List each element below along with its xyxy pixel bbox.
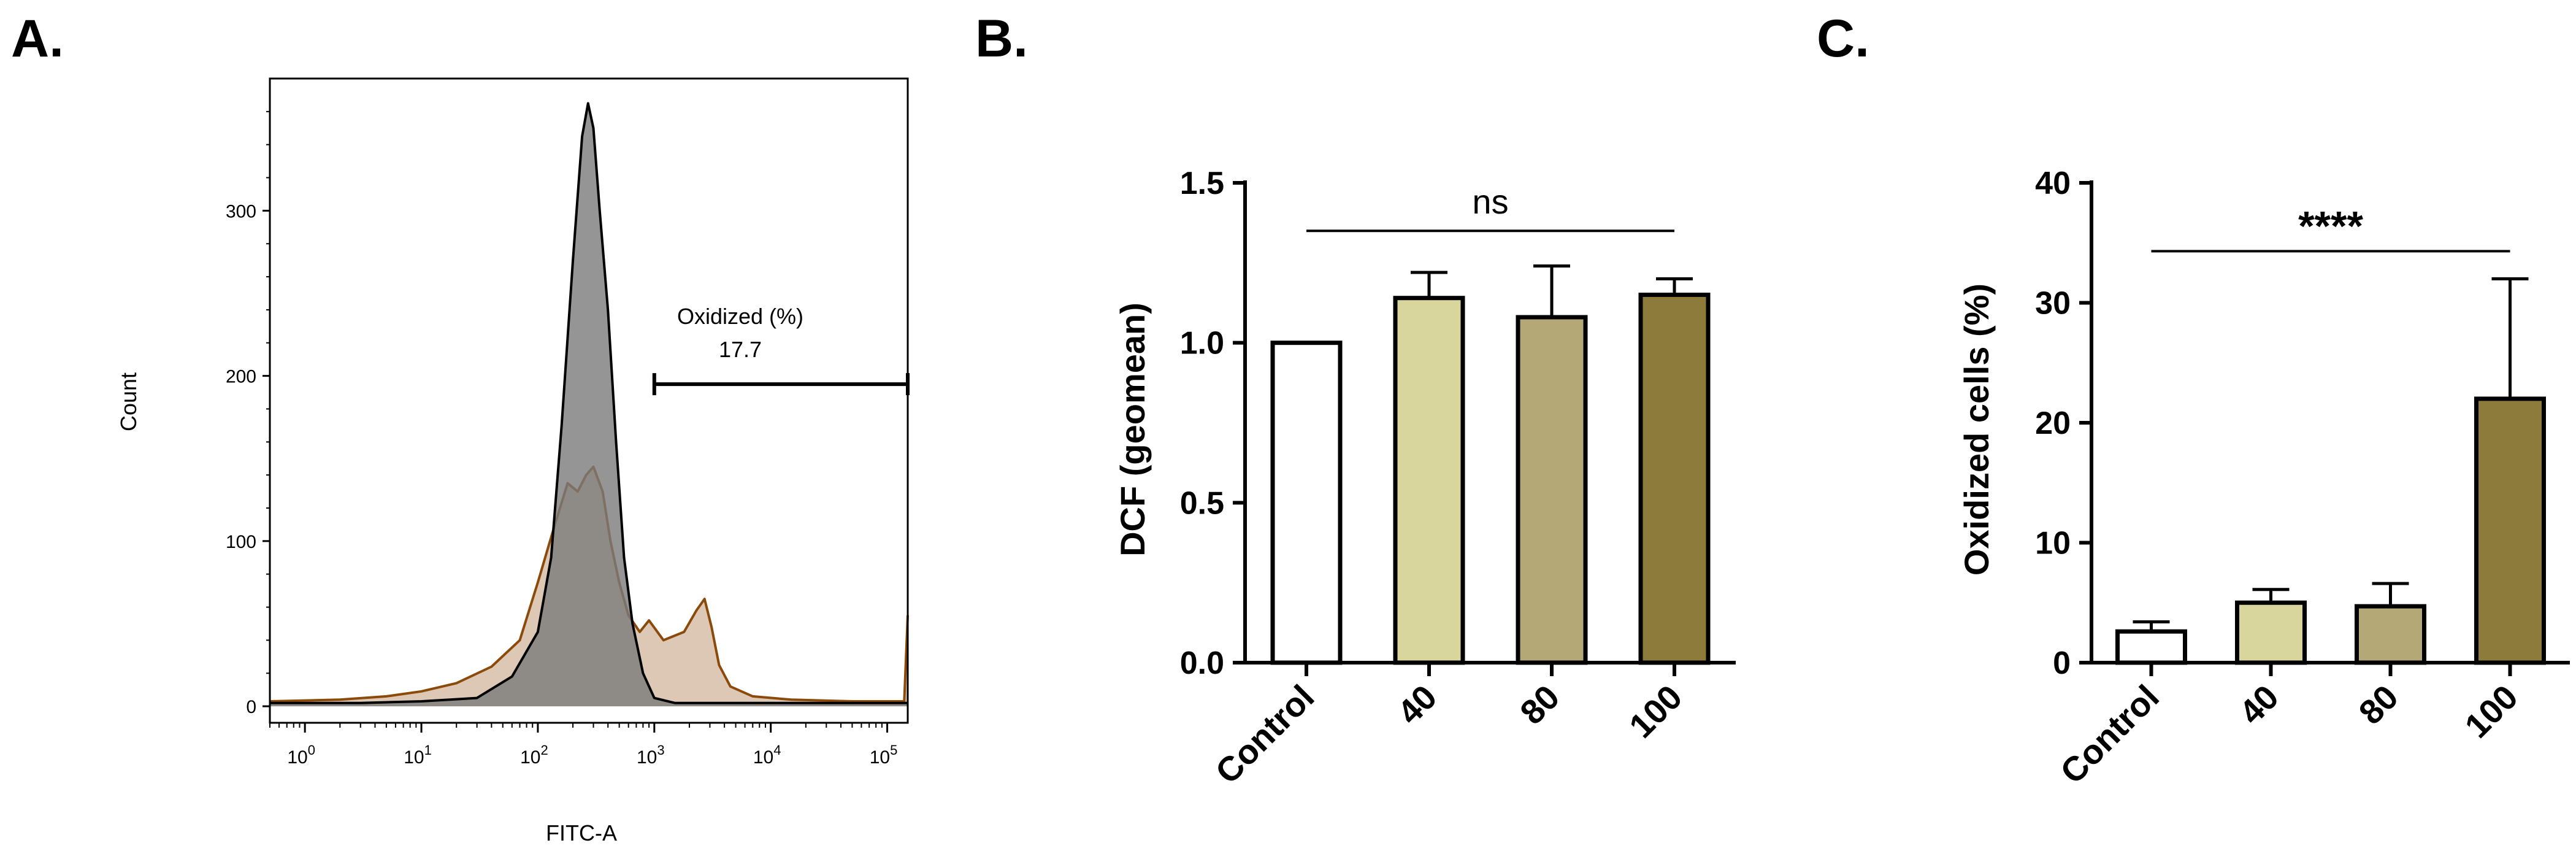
dcf-bar-panel: 0.0 0.5 1.0 1.5 Control 40 80 100 ns DCF (geomea… xyxy=(1113,166,1736,791)
gate-value: 17.7 xyxy=(719,337,762,362)
x-tick-label: 80 xyxy=(1512,677,1567,732)
histogram-x-tick-label: 101 xyxy=(404,742,432,768)
histogram-y-axis-label: Count xyxy=(116,372,141,431)
bar-control xyxy=(1270,341,1343,665)
tick-exponent: 5 xyxy=(890,742,897,758)
tick-base: 10 xyxy=(520,747,540,768)
y-tick-label: 0.5 xyxy=(1180,485,1224,521)
histogram-x-tick-label: 103 xyxy=(637,742,665,768)
histogram-y-tick-label: 300 xyxy=(226,201,256,221)
tick-base: 10 xyxy=(870,747,890,768)
histogram-y-tick-label: 100 xyxy=(226,532,256,552)
tick-base: 10 xyxy=(404,747,424,768)
bar-40 xyxy=(1393,296,1465,665)
x-tick-label: Control xyxy=(1208,677,1321,791)
histogram-x-axis-label: FITC-A xyxy=(546,820,617,846)
histogram-series xyxy=(269,102,909,707)
tick-base: 10 xyxy=(287,747,307,768)
y-tick-label: 0.0 xyxy=(1180,645,1224,681)
tick-exponent: 0 xyxy=(308,742,315,758)
tick-exponent: 1 xyxy=(424,742,432,758)
x-tick-label: 100 xyxy=(2457,677,2525,745)
dcf-bars: 0.0 0.5 1.0 1.5 Control 40 80 100 ns xyxy=(1180,166,1736,791)
histogram-x-tick-label: 105 xyxy=(870,742,898,768)
oxidized-cells-bars: 0 10 20 30 40 Control 40 80 100 **** xyxy=(2035,166,2570,791)
gate-label: Oxidized (%) xyxy=(677,304,803,329)
y-tick-label: 0 xyxy=(2053,645,2071,681)
y-tick-label: 1.0 xyxy=(1180,326,1224,361)
histogram-line-control xyxy=(270,102,908,704)
histogram-y-tick-label: 200 xyxy=(226,367,256,387)
tick-base: 10 xyxy=(753,747,773,768)
tick-base: 10 xyxy=(637,747,657,768)
y-tick-label: 30 xyxy=(2035,286,2071,322)
oxidized-cells-bar-panel: 0 10 20 30 40 Control 40 80 100 **** Oxidized cel… xyxy=(1957,166,2570,791)
dcf-y-axis-label: DCF (geomean) xyxy=(1113,302,1152,557)
y-tick-label: 40 xyxy=(2035,166,2071,201)
gate-oxidized xyxy=(652,373,910,396)
histogram-x-tick-label: 100 xyxy=(287,742,315,768)
x-tick-label: Control xyxy=(2053,677,2166,791)
tick-exponent: 3 xyxy=(657,742,664,758)
histogram-y-tick-label: 0 xyxy=(246,697,256,717)
histogram-x-tick-label: 102 xyxy=(520,742,548,768)
histogram-fill-control xyxy=(270,103,908,707)
bar-100 xyxy=(1638,292,1711,665)
panel-label-c: C. xyxy=(1817,9,1869,68)
bar-control xyxy=(2115,629,2187,665)
panel-label-b: B. xyxy=(975,9,1028,68)
x-tick-label: 80 xyxy=(2351,677,2405,732)
bar-80 xyxy=(2355,604,2426,665)
y-tick-label: 10 xyxy=(2035,526,2071,561)
significance-label: ns xyxy=(1472,182,1508,221)
bar-40 xyxy=(2235,600,2307,665)
y-tick-label: 1.5 xyxy=(1180,166,1224,201)
y-tick-label: 20 xyxy=(2035,406,2071,441)
bar-80 xyxy=(1516,315,1588,665)
bar-100 xyxy=(2474,396,2546,665)
x-tick-label: 100 xyxy=(1622,677,1690,745)
histogram-x-tick-label: 104 xyxy=(753,742,781,768)
tick-exponent: 2 xyxy=(540,742,548,758)
tick-exponent: 4 xyxy=(773,742,781,758)
panel-label-a: A. xyxy=(11,9,64,68)
x-tick-label: 40 xyxy=(1390,677,1444,732)
significance-label: **** xyxy=(2298,202,2363,249)
x-tick-label: 40 xyxy=(2231,677,2286,732)
oxidized-y-axis-label: Oxidized cells (%) xyxy=(1957,283,1996,576)
histogram-plot-frame xyxy=(269,77,909,724)
